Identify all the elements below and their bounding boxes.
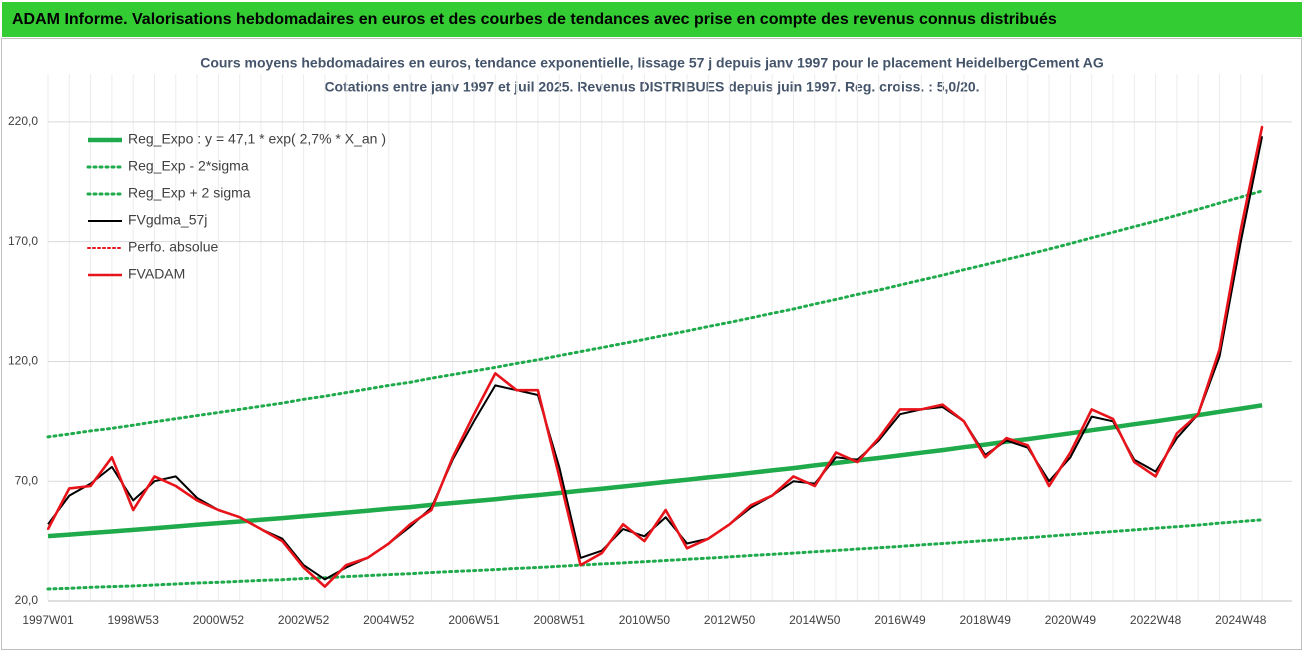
x-tick-label: 2018W49 [960,613,1012,627]
legend-label: Reg_Expo : y = 47,1 * exp( 2,7% * X_an ) [128,131,386,147]
x-tick-label: 2016W49 [874,613,926,627]
series-line [46,189,1264,439]
x-tick-label: 2008W51 [534,613,586,627]
x-tick-label: 2014W50 [789,613,841,627]
y-tick-label: 70,0 [15,473,39,487]
y-tick-label: 220,0 [8,114,38,128]
x-tick-label: 1998W53 [108,613,160,627]
x-tick-label: 2006W51 [448,613,500,627]
x-tick-label: 2000W52 [193,613,245,627]
x-tick-label: 2004W52 [363,613,415,627]
chart-subtitle: Cotations entre janv 1997 et juil 2025. … [324,79,979,95]
series-line [47,403,1263,539]
chart-border [1,38,1302,650]
series-line [46,126,1264,588]
x-tick-label: 2024W48 [1215,613,1267,627]
header-title: ADAM Informe. Valorisations hebdomadaire… [12,11,1057,28]
legend-label: FVADAM [128,266,185,282]
series-line [46,518,1264,591]
legend-label: FVgdma_57j [128,212,207,228]
x-tick-label: 2010W50 [619,613,671,627]
header-bar [2,2,1302,37]
x-tick-label: 2012W50 [704,613,756,627]
y-tick-label: 120,0 [8,354,38,368]
x-tick-label: 2022W48 [1130,613,1182,627]
legend-label: Perfo. absolue [128,239,218,255]
x-tick-label: 2002W52 [278,613,330,627]
y-tick-label: 20,0 [15,593,39,607]
chart-title: Cours moyens hebdomadaires en euros, ten… [200,55,1104,71]
legend-label: Reg_Exp + 2 sigma [128,185,251,201]
x-tick-label: 2020W49 [1045,613,1097,627]
y-tick-label: 170,0 [8,234,38,248]
legend-label: Reg_Exp - 2*sigma [128,158,249,174]
x-tick-label: 1997W01 [22,613,74,627]
